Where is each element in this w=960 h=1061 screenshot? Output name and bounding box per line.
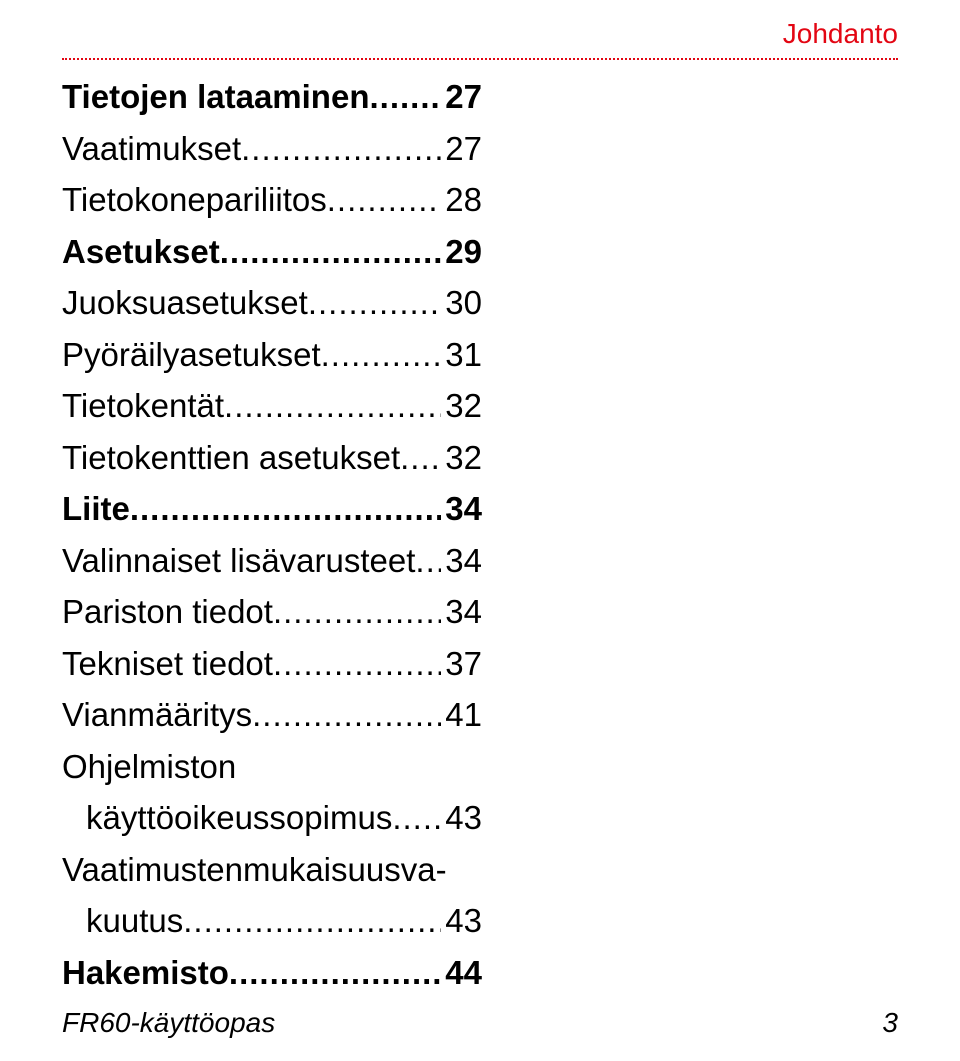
toc-leader <box>224 381 441 431</box>
toc-item: Juoksuasetukset 30 <box>62 278 482 328</box>
toc-label: Liite <box>62 484 130 534</box>
header-divider <box>62 58 898 60</box>
toc-label: Ohjelmiston <box>62 742 236 792</box>
toc-item: Vianmääritys 41 <box>62 690 482 740</box>
toc-label: Vaatimukset <box>62 124 241 174</box>
toc-leader <box>130 484 441 534</box>
toc-label: kuutus <box>62 896 183 946</box>
toc-leader <box>369 72 441 122</box>
toc-label: Valinnaiset lisävarusteet <box>62 536 415 586</box>
toc-leader <box>252 690 441 740</box>
toc-label: Vaatimustenmukaisuusva- <box>62 845 447 895</box>
toc-label: Juoksuasetukset <box>62 278 308 328</box>
toc-leader <box>392 793 441 843</box>
toc-page: 34 <box>441 536 482 586</box>
toc-page: 41 <box>441 690 482 740</box>
page: Johdanto Tietojen lataaminen 27 Vaatimuk… <box>0 0 960 1061</box>
toc-leader <box>308 278 441 328</box>
toc-item: Tietokenttien asetukset 32 <box>62 433 482 483</box>
toc-page: 34 <box>441 587 482 637</box>
toc-section: Tietojen lataaminen 27 <box>62 72 482 122</box>
toc-page: 37 <box>441 639 482 689</box>
toc-item-line1: Vaatimustenmukaisuusva- <box>62 845 482 895</box>
toc-item-line2: käyttöoikeussopimus 43 <box>62 793 482 843</box>
toc-section: Liite 34 <box>62 484 482 534</box>
footer-title: FR60-käyttöopas <box>62 1007 275 1039</box>
toc-page: 29 <box>441 227 482 277</box>
toc-label: Hakemisto <box>62 948 229 998</box>
toc-item: Vaatimukset 27 <box>62 124 482 174</box>
toc-item-line1: Ohjelmiston <box>62 742 482 792</box>
toc-page: 43 <box>441 896 482 946</box>
toc-page: 31 <box>441 330 482 380</box>
toc-page: 44 <box>441 948 482 998</box>
toc-label: Tekniset tiedot <box>62 639 273 689</box>
toc-page: 30 <box>441 278 482 328</box>
toc-page: 32 <box>441 381 482 431</box>
toc-leader <box>327 175 442 225</box>
section-header: Johdanto <box>783 18 898 50</box>
toc-page: 43 <box>441 793 482 843</box>
toc-leader <box>273 587 441 637</box>
table-of-contents: Tietojen lataaminen 27 Vaatimukset 27 Ti… <box>62 24 482 997</box>
toc-leader <box>321 330 442 380</box>
toc-item-line2: kuutus 43 <box>62 896 482 946</box>
toc-leader <box>183 896 441 946</box>
toc-page: 28 <box>441 175 482 225</box>
toc-page: 34 <box>441 484 482 534</box>
toc-leader <box>241 124 441 174</box>
toc-section: Hakemisto 44 <box>62 948 482 998</box>
toc-leader <box>229 948 441 998</box>
toc-item: Pariston tiedot 34 <box>62 587 482 637</box>
toc-leader <box>400 433 441 483</box>
toc-page: 32 <box>441 433 482 483</box>
footer-page-number: 3 <box>882 1007 898 1039</box>
toc-page: 27 <box>441 124 482 174</box>
toc-label: käyttöoikeussopimus <box>62 793 392 843</box>
toc-label: Tietokonepariliitos <box>62 175 327 225</box>
toc-section: Asetukset 29 <box>62 227 482 277</box>
toc-label: Vianmääritys <box>62 690 252 740</box>
toc-label: Tietojen lataaminen <box>62 72 369 122</box>
toc-page: 27 <box>441 72 482 122</box>
toc-leader <box>220 227 442 277</box>
toc-label: Tietokenttien asetukset <box>62 433 400 483</box>
toc-item: Tietokentät 32 <box>62 381 482 431</box>
toc-item: Tietokonepariliitos 28 <box>62 175 482 225</box>
toc-leader <box>415 536 441 586</box>
toc-leader <box>273 639 441 689</box>
toc-item: Pyöräilyasetukset 31 <box>62 330 482 380</box>
toc-label: Pariston tiedot <box>62 587 273 637</box>
toc-label: Asetukset <box>62 227 220 277</box>
toc-item: Tekniset tiedot 37 <box>62 639 482 689</box>
toc-label: Pyöräilyasetukset <box>62 330 321 380</box>
page-footer: FR60-käyttöopas 3 <box>62 1007 898 1039</box>
toc-label: Tietokentät <box>62 381 224 431</box>
toc-item: Valinnaiset lisävarusteet 34 <box>62 536 482 586</box>
